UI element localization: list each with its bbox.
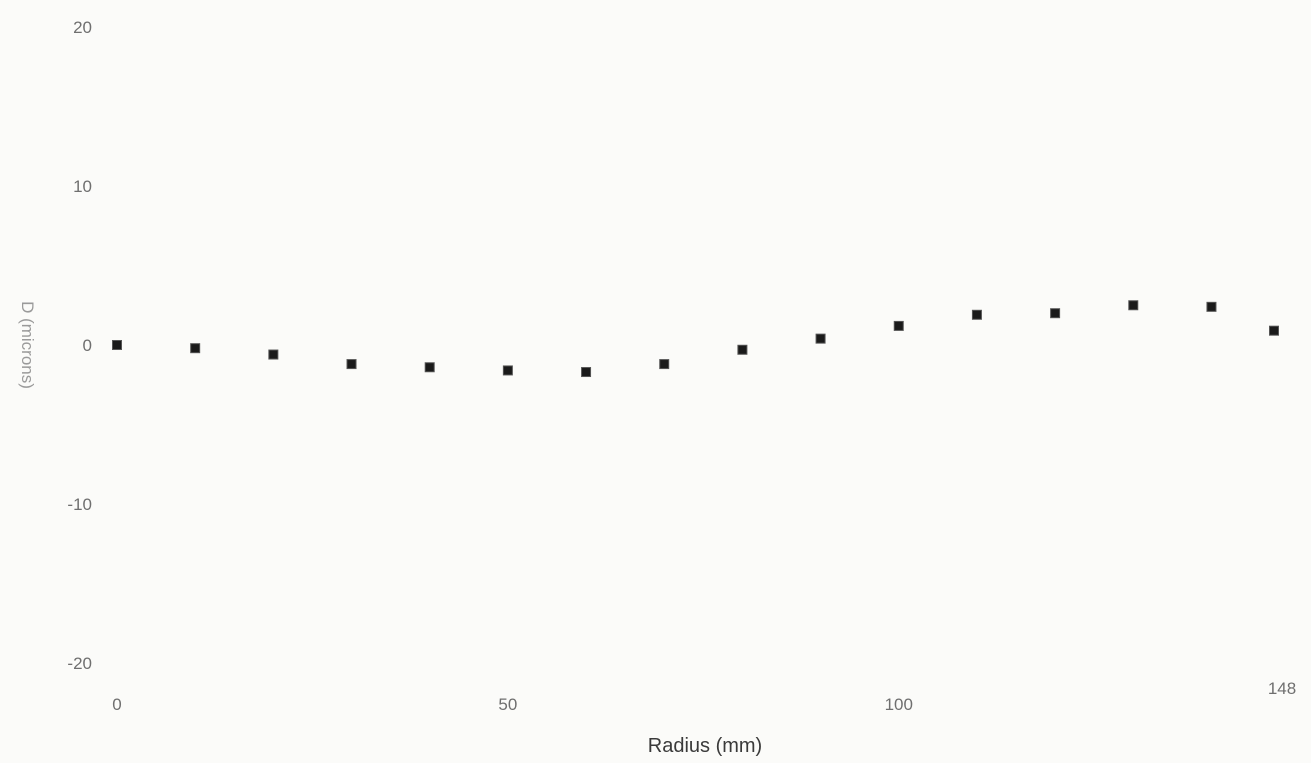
x-tick-label: 148 (1268, 679, 1296, 698)
x-tick-label: 0 (112, 695, 121, 714)
data-points (112, 300, 1279, 378)
data-point (424, 362, 435, 373)
data-point (1050, 308, 1061, 319)
data-point (112, 340, 122, 350)
data-point (346, 359, 357, 370)
data-point (737, 344, 748, 355)
data-point (502, 365, 513, 376)
data-point (659, 359, 670, 370)
data-point (1206, 301, 1217, 312)
x-tick-label: 100 (885, 695, 913, 714)
x-axis-ticks: 0 50 100 148 (112, 679, 1296, 714)
y-tick-label: -10 (67, 495, 92, 514)
data-point (1128, 300, 1139, 311)
data-point (971, 309, 982, 320)
data-point (581, 367, 592, 378)
y-tick-label: 20 (73, 18, 92, 37)
y-axis-ticks: 20 10 0 -10 -20 (67, 18, 92, 673)
x-tick-label: 50 (498, 695, 517, 714)
y-axis-label: D (microns) (18, 301, 37, 389)
y-tick-label: 10 (73, 177, 92, 196)
data-point (893, 320, 904, 331)
data-point (190, 343, 201, 354)
y-tick-label: 0 (83, 336, 92, 355)
data-point (1269, 325, 1279, 336)
y-tick-label: -20 (67, 654, 92, 673)
x-axis-label: Radius (mm) (648, 735, 762, 757)
data-point (815, 333, 826, 344)
data-point (268, 349, 279, 360)
